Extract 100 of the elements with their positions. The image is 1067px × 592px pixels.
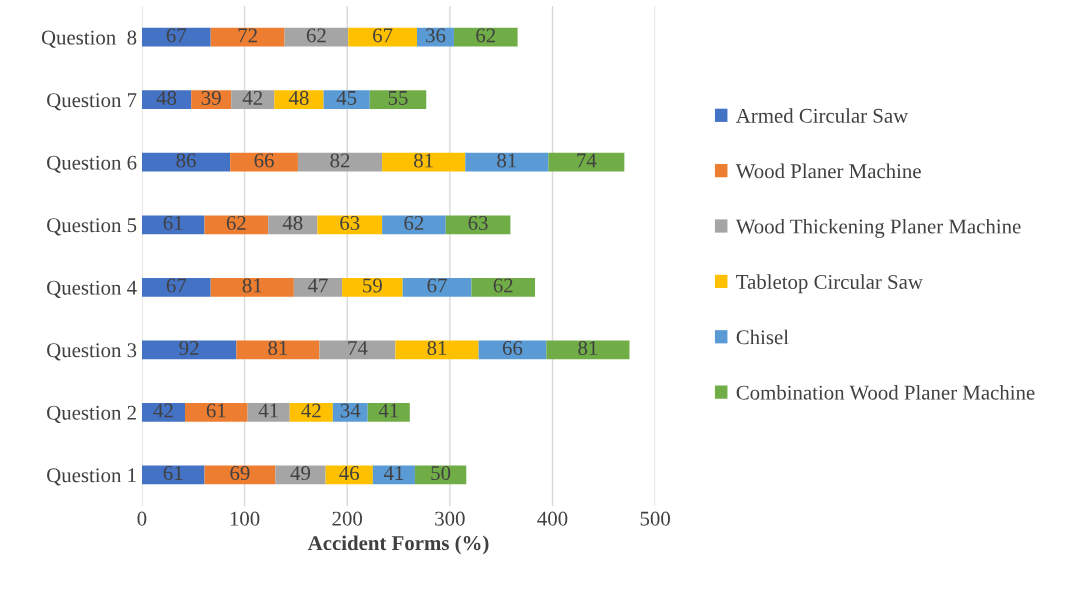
data-label: 59 [363, 278, 382, 293]
data-label: 48 [282, 215, 303, 230]
legend-label: Wood Planer Machine [735, 163, 921, 179]
bar [274, 90, 324, 110]
data-label: 81 [427, 340, 447, 356]
data-label: 69 [230, 466, 250, 481]
bar [369, 90, 427, 110]
y-tick-label: Question 4 [47, 280, 137, 298]
bar [395, 340, 479, 360]
data-label: 63 [340, 215, 360, 230]
bar [453, 27, 518, 47]
bar [284, 27, 349, 47]
bar [141, 402, 186, 422]
legend-label: Wood Thickening Planer Machine [735, 218, 1021, 238]
data-label: 46 [339, 466, 360, 481]
x-tick-label: 400 [537, 511, 568, 526]
bar [141, 90, 192, 110]
bar [319, 340, 396, 360]
y-tick-label: Question 6 [47, 155, 137, 173]
data-label: 67 [166, 278, 187, 293]
data-label: 66 [502, 341, 523, 356]
data-label: 81 [497, 153, 516, 168]
data-label: 62 [404, 215, 424, 230]
data-label: 74 [348, 341, 368, 355]
data-label: 67 [373, 28, 393, 43]
data-label: 81 [414, 153, 433, 168]
bar [141, 215, 205, 235]
bar [141, 465, 205, 485]
x-tick-label: 500 [640, 511, 670, 526]
bar [297, 152, 383, 172]
data-label: 49 [290, 466, 311, 481]
data-label: 67 [166, 28, 187, 43]
data-label: 67 [427, 278, 447, 293]
y-tick-label: Question 2 [47, 405, 136, 423]
data-label: 66 [254, 153, 274, 168]
data-label: 42 [242, 90, 263, 105]
bar [293, 277, 343, 297]
bar [185, 402, 248, 422]
bar [317, 215, 383, 235]
legend-label: Tabletop Circular Saw [736, 274, 923, 294]
legend-label: Armed Circular Saw [735, 108, 909, 123]
bar [382, 215, 446, 235]
data-label: 62 [306, 28, 326, 43]
data-label: 74 [577, 153, 597, 168]
bar [382, 152, 466, 172]
legend-label: Chisel [736, 329, 789, 345]
data-label: 41 [383, 466, 404, 480]
bar [141, 27, 211, 47]
data-label: 61 [163, 466, 183, 481]
bar [465, 152, 549, 172]
bar [402, 277, 472, 297]
data-label: 41 [378, 403, 398, 418]
data-label: 42 [153, 403, 173, 418]
data-label: 47 [307, 278, 328, 293]
bar [445, 215, 511, 235]
data-label: 61 [163, 215, 183, 230]
y-tick-label: Question 1 [47, 468, 136, 486]
y-tick-label: Question 5 [47, 218, 137, 236]
x-tick-label: 300 [435, 511, 465, 526]
bar [204, 215, 269, 235]
data-label: 81 [268, 340, 288, 356]
bar [247, 402, 290, 422]
y-tick-label: Question 7 [47, 93, 137, 111]
data-label: 45 [336, 91, 357, 105]
data-label: 62 [493, 278, 513, 293]
bar [236, 340, 320, 360]
data-label: 55 [388, 91, 408, 105]
data-label: 48 [288, 90, 309, 105]
y-tick-label: Question 3 [47, 343, 137, 361]
data-label: 34 [340, 403, 361, 418]
bar [141, 152, 231, 172]
bar [471, 277, 536, 297]
data-label: 36 [426, 28, 446, 43]
x-tick-label: 200 [332, 511, 363, 526]
legend-label: Combination Wood Planer Machine [736, 385, 1035, 400]
data-label: 39 [201, 90, 221, 105]
bar [231, 90, 275, 110]
bar [230, 152, 298, 172]
bar [141, 340, 237, 360]
x-tick-label: 0 [137, 511, 147, 526]
bar [548, 152, 625, 172]
bar [268, 215, 318, 235]
bar [141, 277, 211, 297]
data-label: 81 [242, 278, 262, 293]
bar [289, 402, 333, 422]
data-label: 81 [578, 340, 598, 356]
bar [367, 402, 410, 422]
bar [210, 277, 294, 297]
data-label: 92 [179, 341, 199, 356]
bar [342, 277, 403, 297]
bar [210, 27, 285, 47]
data-label: 48 [156, 90, 177, 105]
bar [478, 340, 547, 360]
data-label: 41 [258, 403, 278, 418]
data-label: 50 [431, 466, 451, 481]
data-label: 72 [238, 28, 257, 43]
y-tick-label: Question 8 [41, 30, 137, 48]
x-tick-label: 100 [230, 511, 260, 526]
data-label: 86 [176, 153, 196, 168]
bar [348, 27, 417, 47]
